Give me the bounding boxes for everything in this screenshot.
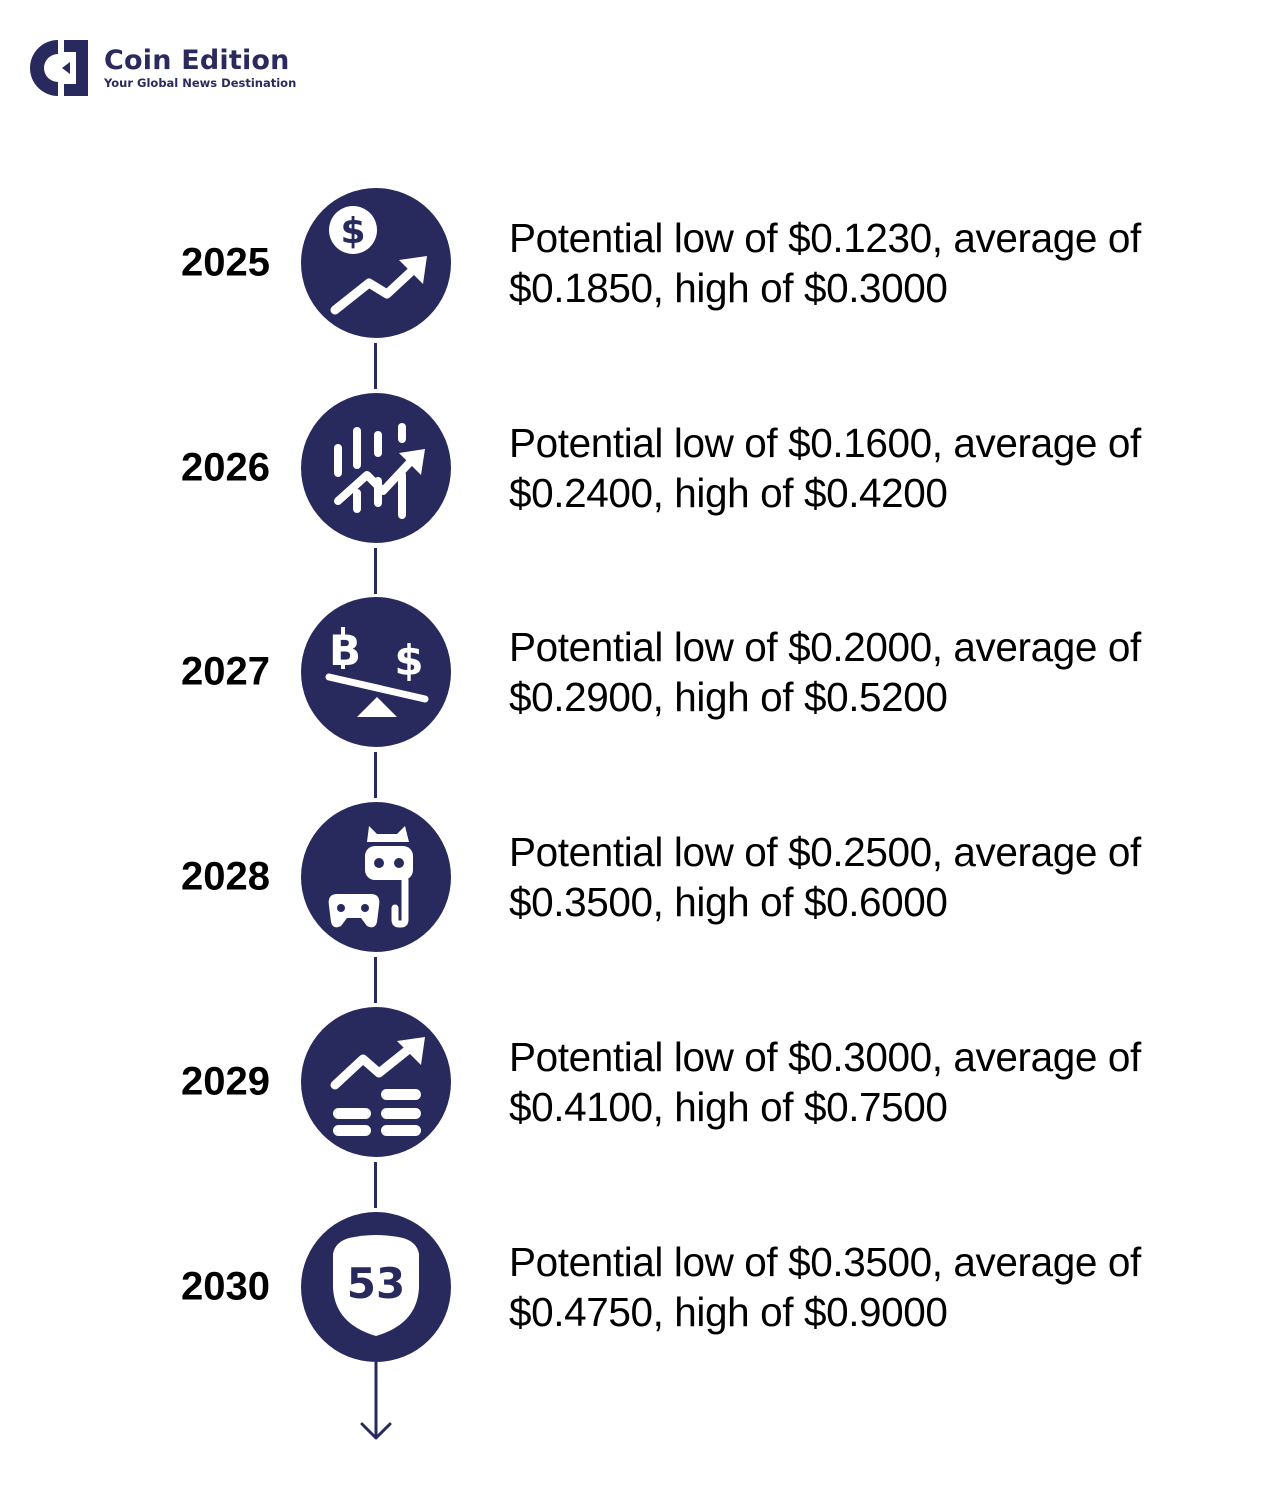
brand-name: Coin Edition [104,44,290,76]
timeline-row-2029: 2029 Potential low of $0.3000, average o… [0,1007,1270,1157]
arrow-down-icon [360,1362,392,1440]
timeline-node [301,393,451,543]
coin-edition-logo-icon [30,40,88,96]
dollar-growth-icon: $ [329,206,427,315]
timeline-row-2027: 2027 B $ Potential low of $0.2000, avera… [0,597,1270,747]
timeline-connector [374,1162,377,1208]
vr-headset-gamepad-icon [328,826,413,928]
timeline-node [301,1007,451,1157]
year-label: 2029 [181,1059,270,1104]
bitcoin-dollar-scale-icon: B $ [325,626,429,717]
brand-tagline: Your Global News Destination [104,75,297,90]
forecast-text: Potential low of $0.3000, average of $0.… [509,1034,1141,1130]
forecast-text: Potential low of $0.1600, average of $0.… [509,420,1141,516]
year-label: 2028 [181,854,270,899]
timeline-row-2028: 2028 Potential low of $0.2500, average o… [0,802,1270,952]
year-label: 2030 [181,1264,270,1309]
chart-bars-arrow-icon [334,423,425,519]
timeline-connector [374,343,377,389]
timeline-row-2026: 2026 Potential low of $0.1600, average o… [0,393,1270,543]
year-label: 2026 [181,445,270,490]
timeline-row-2025: 2025 $ Potential low of $0.1230, average… [0,188,1270,338]
brand-logo: Coin Edition Your Global News Destinatio… [28,36,296,100]
year-label: 2025 [181,240,270,285]
timeline-node: 53 [301,1212,451,1362]
forecast-text: Potential low of $0.3500, average of $0.… [509,1239,1141,1335]
svg-text:53: 53 [347,1259,405,1308]
timeline-row-2030: 2030 53 Potential low of $0.3500, averag… [0,1212,1270,1362]
timeline-node [301,802,451,952]
svg-text:$: $ [340,211,365,252]
timeline-node: B $ [301,597,451,747]
shield-53-icon: 53 [333,1235,419,1336]
coin-stack-growth-icon [330,1037,425,1136]
year-label: 2027 [181,649,270,694]
svg-text:$: $ [394,636,423,685]
timeline-connector [374,548,377,594]
forecast-text: Potential low of $0.1230, average of $0.… [509,215,1141,311]
forecast-text: Potential low of $0.2500, average of $0.… [509,829,1141,925]
timeline-node: $ [301,188,451,338]
forecast-text: Potential low of $0.2000, average of $0.… [509,624,1141,720]
timeline-connector [374,752,377,798]
timeline-connector [374,957,377,1003]
